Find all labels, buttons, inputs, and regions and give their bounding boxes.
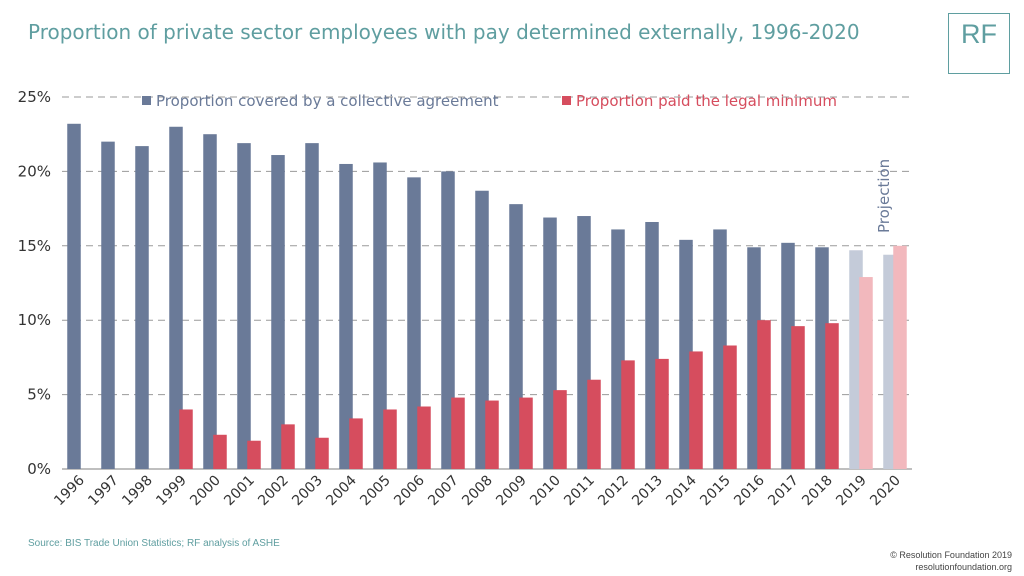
x-tick-label: 2017 [765,473,802,510]
y-tick-label: 10% [18,311,51,329]
bar-collective-agreement [203,134,217,469]
bar-collective-agreement [271,155,285,470]
bar-legal-minimum [247,440,261,469]
bar-collective-agreement [339,163,353,469]
bar-legal-minimum [179,409,193,469]
bar-legal-minimum [315,437,329,469]
bar-legal-minimum [791,326,805,469]
x-tick-label: 2012 [595,473,632,510]
x-tick-label: 2011 [561,473,598,510]
bar-collective-agreement [237,143,251,470]
x-tick-label: 2002 [255,473,292,510]
x-tick-label: 2015 [697,473,734,510]
legend-label-collective: Proportion covered by a collective agree… [156,92,499,110]
x-tick-label: 1996 [51,472,88,509]
legend-item-minimum: Proportion paid the legal minimum [562,92,837,110]
bar-legal-minimum [587,379,601,469]
bar-collective-agreement [407,177,421,470]
bar-collective-agreement [101,141,115,469]
x-tick-label: 2019 [833,473,870,510]
x-tick-label: 1997 [85,473,122,510]
bar-collective-agreement [67,123,81,469]
copyright-line: © Resolution Foundation 2019 [890,550,1012,560]
x-tick-label: 1999 [153,473,190,510]
x-tick-label: 2000 [187,473,224,510]
x-tick-label: 2016 [731,472,768,509]
bar-legal-minimum [281,424,295,469]
y-tick-label: 25% [18,88,51,106]
x-tick-label: 2018 [799,473,836,510]
bar-legal-minimum [825,323,839,469]
x-tick-label: 2006 [391,472,428,509]
x-tick-label: 2020 [867,473,904,510]
projection-label: Projection [875,159,893,233]
bar-legal-minimum [757,320,771,469]
source-note: Source: BIS Trade Union Statistics; RF a… [28,538,280,549]
bar-legal-minimum [213,434,227,469]
legend-item-collective: Proportion covered by a collective agree… [142,92,499,110]
x-tick-label: 2003 [289,473,326,510]
bar-collective-agreement [135,146,149,469]
copyright: © Resolution Foundation 2019 resolutionf… [890,549,1012,573]
x-tick-label: 2010 [527,473,564,510]
bar-collective-agreement [305,143,319,470]
y-tick-label: 0% [27,460,51,478]
bar-legal-minimum [655,358,669,469]
bar-legal-minimum [689,351,703,469]
y-tick-label: 15% [18,237,51,255]
bar-legal-minimum [519,397,533,469]
bar-legal-minimum [349,418,363,469]
chart-title: Proportion of private sector employees w… [28,20,860,44]
legend-label-minimum: Proportion paid the legal minimum [576,92,837,110]
x-tick-label: 1998 [119,473,156,510]
x-tick-label: 2008 [459,473,496,510]
x-tick-label: 2007 [425,473,462,510]
bar-legal-minimum [893,245,907,469]
bar-collective-agreement [475,190,489,469]
rf-logo: RF [948,13,1010,74]
bar-legal-minimum [553,390,567,469]
x-tick-label: 2005 [357,473,394,510]
bar-collective-agreement [441,171,455,469]
bar-legal-minimum [485,400,499,469]
website-line: resolutionfoundation.org [915,562,1012,572]
bar-collective-agreement [169,126,183,469]
bar-legal-minimum [383,409,397,469]
x-tick-label: 2009 [493,473,530,510]
bar-legal-minimum [621,360,635,469]
x-tick-label: 2004 [323,472,360,509]
y-tick-label: 20% [18,162,51,180]
bar-legal-minimum [451,397,465,469]
y-tick-label: 5% [27,386,51,404]
bar-legal-minimum [723,345,737,469]
bar-collective-agreement [373,162,387,470]
bar-legal-minimum [417,406,431,469]
x-tick-label: 2013 [629,473,666,510]
bar-legal-minimum [859,277,873,469]
x-tick-label: 2001 [221,473,258,510]
legend-swatch-minimum [562,96,571,105]
x-tick-label: 2014 [663,472,700,509]
legend-swatch-collective [142,96,151,105]
